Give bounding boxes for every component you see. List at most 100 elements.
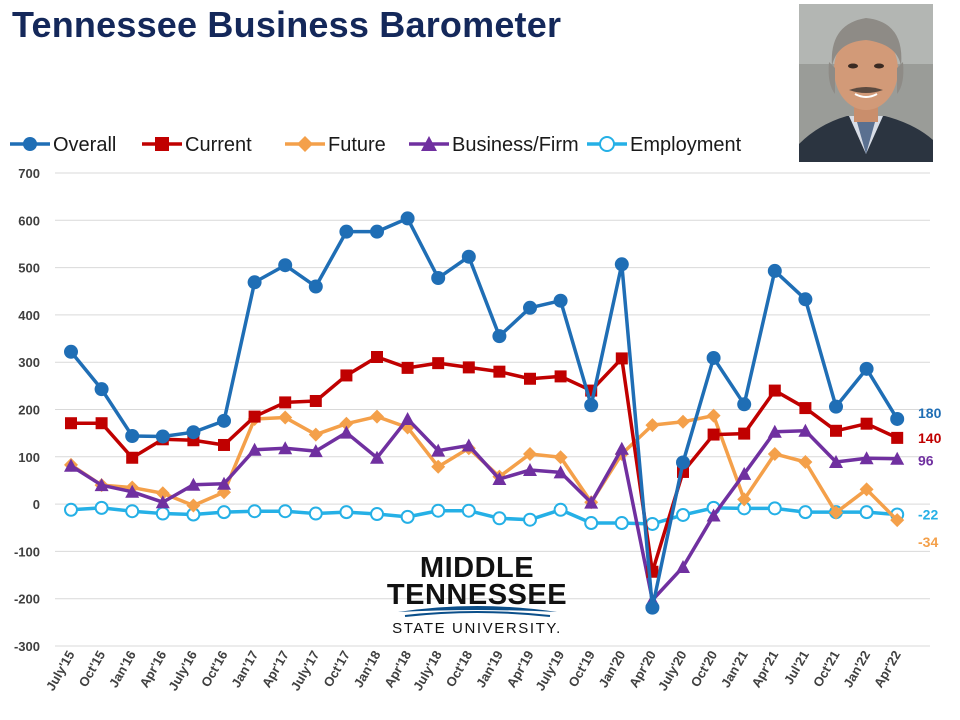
legend-label: Employment [630,134,742,156]
point-business-firm [492,472,507,486]
point-current [524,372,536,385]
point-business-firm [217,476,231,490]
point-current [799,402,812,415]
point-employment [370,507,384,522]
x-tick-label: Jan'20 [595,648,628,690]
x-tick-label: Apr'16 [136,648,169,690]
legend-marker [155,137,169,151]
point-business-firm [706,508,721,522]
point-employment [798,505,813,520]
legend-label: Current [185,134,252,156]
x-tick-label: July'20 [655,648,690,693]
x-axis-ticks: July'15Oct'15Jan'16Apr'16July'16Oct'16Ja… [43,648,904,693]
x-tick-label: Oct'15 [76,648,109,689]
x-tick-label: July'15 [43,648,78,693]
point-business-firm [461,438,476,452]
point-future [308,427,323,442]
point-business-firm [859,451,874,465]
point-overall [614,257,629,272]
end-labels: 180 140 -34 96 -22 [918,405,942,550]
x-tick-label: Jan'18 [351,648,384,690]
legend-label: Future [328,134,386,156]
point-business-firm [64,458,78,472]
point-employment [614,516,629,531]
point-overall [553,293,568,308]
x-tick-label: Oct'20 [688,648,721,689]
point-overall [645,600,660,615]
point-overall [217,413,231,428]
x-tick-label: Jan'22 [840,648,873,690]
end-label: -34 [918,534,938,550]
point-business-firm [431,443,446,457]
series-current [65,350,904,578]
point-future [890,513,905,528]
series [64,211,905,615]
point-employment [492,511,507,526]
point-overall [400,211,415,226]
point-business-firm [737,466,752,480]
point-employment [217,505,231,520]
point-overall [676,455,690,470]
point-current [371,350,383,363]
point-employment [676,507,690,522]
point-employment [461,503,476,518]
point-current [768,384,781,397]
point-overall [186,425,201,440]
point-overall [737,397,752,412]
point-overall [247,275,262,290]
legend-marker [599,136,615,152]
point-current [248,410,261,423]
series-line-employment [70,506,898,526]
point-overall [125,428,140,443]
point-overall [706,350,721,365]
point-business-firm [614,441,629,455]
point-future [553,450,568,465]
point-current [707,428,720,441]
y-tick-label: -300 [14,639,40,654]
legend-item-overall: Overall [10,134,116,156]
point-future [798,455,813,470]
x-tick-label: Apr'18 [381,648,414,690]
point-business-firm [829,455,843,469]
point-current [462,361,475,374]
x-tick-label: Apr'17 [259,648,292,690]
x-tick-label: Apr'21 [748,648,781,690]
point-overall [339,224,354,239]
end-label: 140 [918,430,942,446]
point-current [95,417,108,430]
point-current [401,361,414,374]
x-tick-label: Oct'17 [320,648,353,689]
x-tick-label: Jul'21 [781,648,812,687]
series-line-business-firm [70,417,898,602]
point-future [676,414,690,429]
x-tick-label: Jan'16 [106,648,139,690]
point-future [155,486,170,501]
point-current [218,438,230,451]
point-current [340,369,353,382]
point-future [278,410,293,425]
point-business-firm [767,424,782,438]
point-business-firm [676,560,690,574]
point-current [738,427,751,440]
point-business-firm [186,477,201,491]
point-overall [94,382,109,397]
point-overall [155,429,170,444]
point-employment [94,500,109,515]
point-overall [523,300,537,315]
point-employment [859,505,874,520]
point-business-firm [890,451,905,465]
point-overall [308,279,323,294]
point-overall [767,263,782,278]
legend-label: Overall [53,134,116,156]
point-current [279,396,292,409]
point-business-firm [798,423,813,437]
point-employment [339,505,354,520]
point-current [65,417,77,430]
point-future [706,408,721,423]
point-overall [64,344,78,359]
x-tick-label: Jan'17 [228,648,261,690]
point-current [432,357,445,370]
x-tick-label: Apr'22 [871,648,904,690]
point-business-firm [400,411,415,425]
logo-line3: STATE UNIVERSITY. [392,620,562,637]
